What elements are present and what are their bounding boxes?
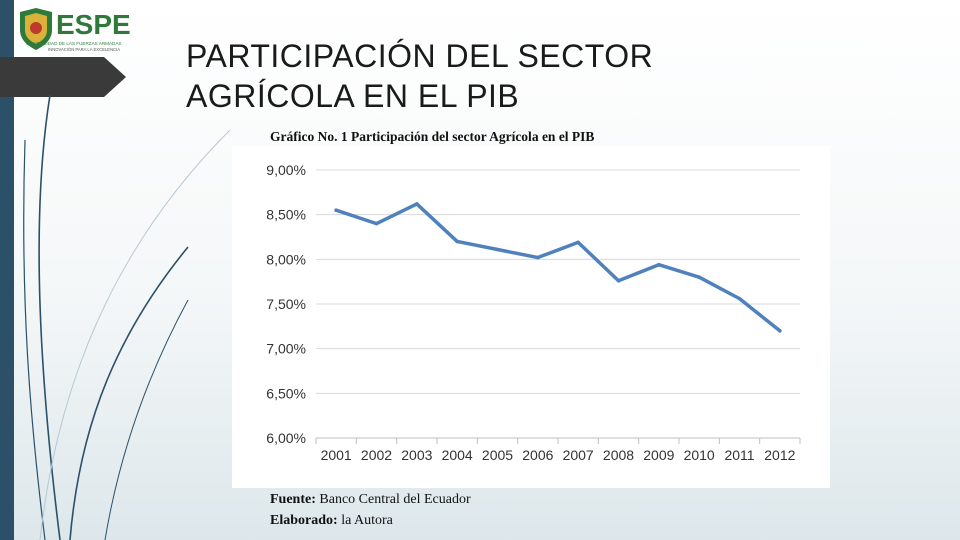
data-point [495, 247, 500, 252]
x-tick-label: 2011 [724, 447, 754, 463]
chart-title: Gráfico No. 1 Participación del sector A… [270, 129, 595, 144]
x-tick-label: 2010 [684, 447, 715, 463]
x-tick-label: 2005 [482, 447, 513, 463]
y-tick-label: 7,50% [266, 296, 306, 312]
source-value: Banco Central del Ecuador [319, 492, 471, 507]
author-line: Elaborado: la Autora [270, 513, 393, 529]
y-tick-label: 9,00% [266, 162, 306, 178]
chart-container: 6,00% 6,50% 7,00% 7,50% 8,00% 8,50% 9,00% 2001 2… [232, 146, 830, 488]
y-tick-label: 8,00% [266, 251, 306, 267]
logo-tagline-bottom: INNOVACIÓN PARA LA EXCELENCIA [48, 47, 120, 52]
author-value: la Autora [341, 513, 393, 528]
data-point [374, 221, 379, 226]
x-tick-label: 2012 [764, 447, 795, 463]
x-tick-label: 2002 [361, 447, 392, 463]
x-tick-label: 2006 [522, 447, 553, 463]
data-point [657, 262, 661, 267]
x-tick-label: 2004 [442, 447, 473, 463]
y-tick-label: 7,00% [266, 341, 306, 357]
title-line-1: PARTICIPACIÓN DEL SECTOR [186, 38, 654, 74]
shield-icon [20, 8, 52, 50]
data-point [737, 296, 742, 301]
x-tick-label: 2001 [321, 447, 352, 463]
y-tick-label: 6,50% [266, 385, 306, 401]
data-point [576, 240, 580, 245]
slide-title: PARTICIPACIÓN DEL SECTOR AGRÍCOLA EN EL … [186, 36, 806, 116]
data-point [616, 278, 621, 283]
left-accent-bar [0, 0, 14, 540]
title-line-2: AGRÍCOLA EN EL PIB [186, 78, 520, 114]
y-tick-label: 8,50% [266, 207, 306, 223]
x-tick-label: 2009 [643, 447, 674, 463]
data-point [415, 202, 419, 206]
data-point [697, 275, 701, 279]
data-point [455, 239, 459, 244]
x-tick-label: 2008 [603, 447, 634, 463]
logo-wordmark: ESPE [56, 9, 131, 40]
arrow-tab-decoration [0, 57, 126, 97]
author-label: Elaborado: [270, 513, 338, 528]
x-tick-label: 2007 [563, 447, 594, 463]
source-line: Fuente: Banco Central del Ecuador [270, 492, 471, 508]
espe-logo: ESPE UNIVERSIDAD DE LAS FUERZAS ARMADAS … [18, 6, 158, 52]
y-tick-label: 6,00% [266, 430, 306, 446]
line-chart: 6,00% 6,50% 7,00% 7,50% 8,00% 8,50% 9,00% 2001 2… [266, 162, 801, 463]
x-tick-label: 2003 [401, 447, 432, 463]
source-label: Fuente: [270, 492, 316, 507]
logo-tagline-top: UNIVERSIDAD DE LAS FUERZAS ARMADAS [26, 41, 121, 46]
data-point [778, 329, 782, 333]
data-point [536, 255, 540, 260]
espe-logo-graphic: ESPE UNIVERSIDAD DE LAS FUERZAS ARMADAS … [20, 8, 131, 52]
data-point [334, 208, 338, 212]
series-line [334, 202, 782, 333]
